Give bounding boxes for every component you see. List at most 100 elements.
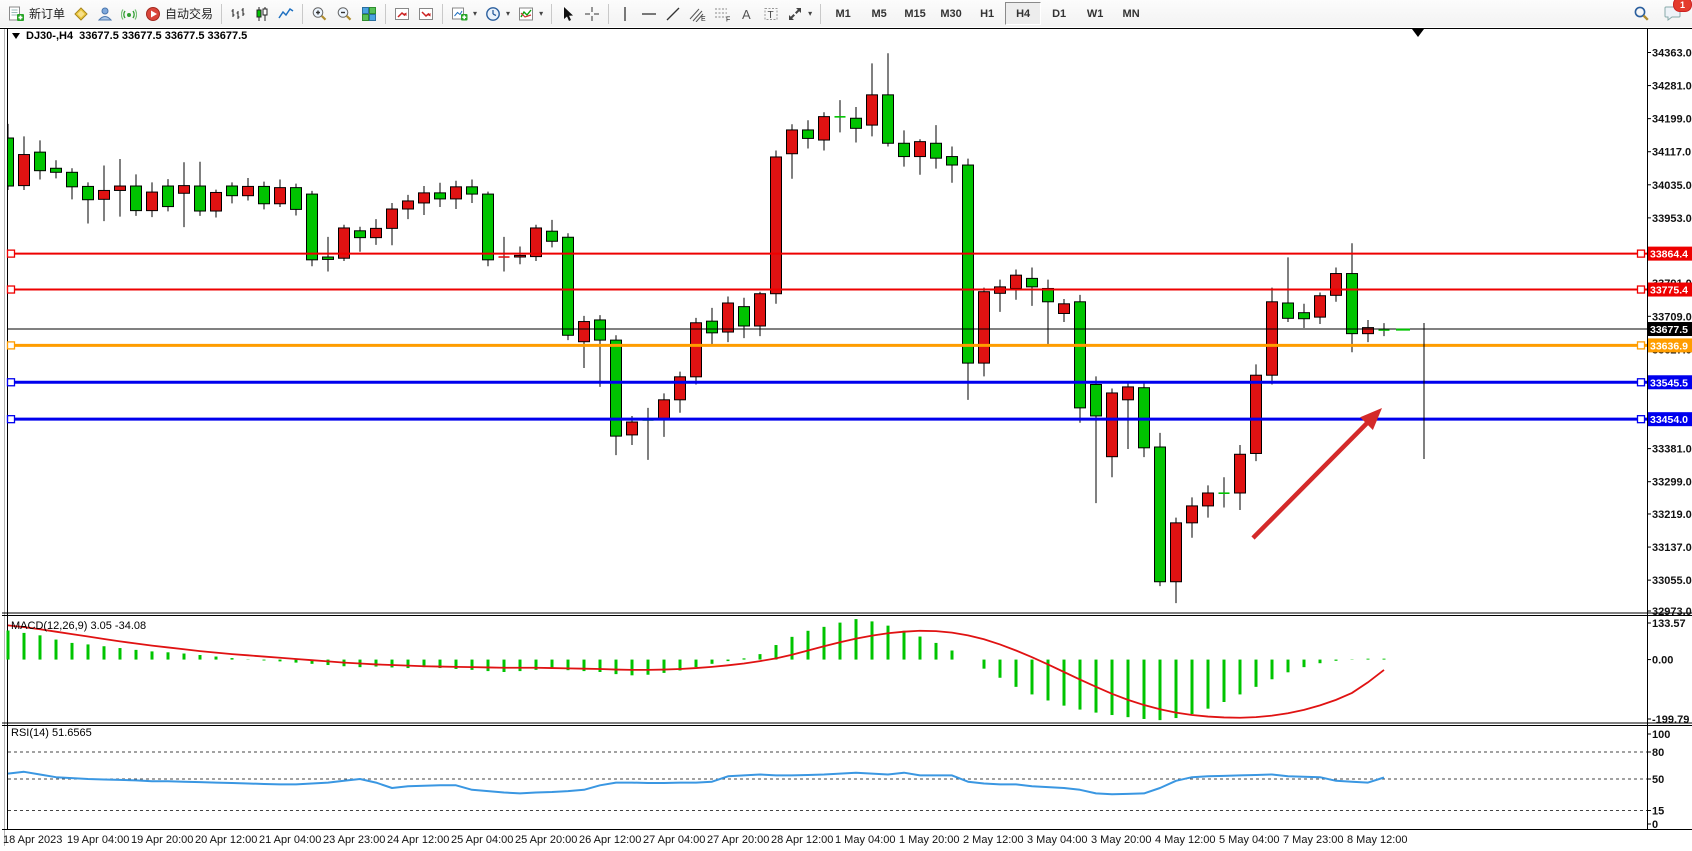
price-tag: 33454.0 <box>1648 412 1692 427</box>
arrange-down-icon <box>419 7 434 20</box>
cursor-icon <box>564 6 574 21</box>
chart-dropdown-icon[interactable] <box>12 33 20 39</box>
horizontal-line-object[interactable] <box>6 415 1648 424</box>
svg-text:33299.0: 33299.0 <box>1652 477 1692 489</box>
text-label-button[interactable]: T <box>759 2 783 25</box>
text-label-icon: T <box>764 7 778 21</box>
svg-text:1 May 20:00: 1 May 20:00 <box>899 834 960 846</box>
svg-text:28 Apr 12:00: 28 Apr 12:00 <box>771 834 833 846</box>
clock-icon <box>486 6 500 21</box>
candle-chart-button[interactable] <box>250 2 274 25</box>
svg-text:34199.0: 34199.0 <box>1652 114 1692 126</box>
new-order-button[interactable]: 新订单 <box>4 2 69 25</box>
rsi-label: RSI(14) 51.6565 <box>11 727 92 739</box>
vertical-line-button[interactable] <box>613 2 637 25</box>
chart-shift-marker[interactable] <box>1412 29 1424 37</box>
line-handle <box>1636 249 1646 258</box>
svg-text:34363.0: 34363.0 <box>1652 47 1692 59</box>
trend-arrow-object[interactable] <box>1251 408 1382 540</box>
zoom-out-button[interactable] <box>332 2 357 25</box>
bar-chart-icon <box>231 7 245 19</box>
profile-button[interactable] <box>93 2 117 25</box>
svg-text:26 Apr 12:00: 26 Apr 12:00 <box>579 834 641 846</box>
timeframe-button-MN[interactable]: MN <box>1122 7 1140 20</box>
profile-icon <box>97 7 113 20</box>
chart-ohlc: 33677.5 33677.5 33677.5 33677.5 <box>79 30 248 42</box>
svg-text:100: 100 <box>1652 729 1670 741</box>
bar-chart-button[interactable] <box>226 2 250 25</box>
equidistant-channel-button[interactable]: E <box>685 2 710 25</box>
horizontal-line-button[interactable] <box>637 2 661 25</box>
svg-text:33055.0: 33055.0 <box>1652 575 1692 587</box>
horizontal-line-object[interactable] <box>6 341 1648 350</box>
horizontal-line-object[interactable] <box>6 285 1648 294</box>
svg-text:2 May 12:00: 2 May 12:00 <box>963 834 1024 846</box>
text-icon: A <box>742 7 751 22</box>
candle-chart-icon <box>256 6 268 21</box>
crosshair-button[interactable] <box>580 2 604 25</box>
svg-text:27 Apr 20:00: 27 Apr 20:00 <box>707 834 769 846</box>
svg-text:15: 15 <box>1652 806 1664 818</box>
line-handle <box>1636 341 1646 350</box>
text-button[interactable]: A <box>735 2 759 25</box>
svg-text:5 May 04:00: 5 May 04:00 <box>1219 834 1280 846</box>
chart-symbol: DJ30-,H4 <box>26 30 74 42</box>
timeframe-button-M1[interactable]: M1 <box>835 7 851 20</box>
zoom-in-button[interactable] <box>307 2 332 25</box>
timeframe-button-M15[interactable]: M15 <box>904 7 926 20</box>
price-axis: 33791.033627.034363.034281.034199.034117… <box>1647 47 1692 831</box>
line-handle <box>1636 285 1646 294</box>
horizontal-line-object[interactable] <box>6 249 1648 258</box>
gold-button[interactable] <box>69 2 93 25</box>
line-chart-button[interactable] <box>274 2 298 25</box>
macd-signal-line <box>7 624 1385 719</box>
timeframe-button-H1[interactable]: H1 <box>980 7 995 20</box>
svg-text:-199.79: -199.79 <box>1652 714 1689 726</box>
rsi-panel <box>7 751 1647 811</box>
tile-windows-icon <box>362 6 377 21</box>
timeframe-button-H4[interactable]: H4 <box>1005 2 1042 25</box>
vertical-line-icon <box>624 6 626 21</box>
separator <box>385 3 387 24</box>
chevron-down-icon: ▾ <box>539 9 544 18</box>
signal-icon <box>121 8 138 20</box>
new-chart-button[interactable]: ▾ <box>447 2 481 25</box>
svg-text:33864.4: 33864.4 <box>1650 249 1688 261</box>
auto-trading-label: 自动交易 <box>165 7 214 21</box>
cursor-button[interactable] <box>556 2 580 25</box>
separator <box>221 3 223 24</box>
indicators-button[interactable]: ▾ <box>514 2 547 25</box>
arrange-up-button[interactable] <box>390 2 414 25</box>
trendline-button[interactable] <box>661 2 685 25</box>
svg-text:33677.5: 33677.5 <box>1650 324 1688 336</box>
trendline-icon <box>666 7 680 20</box>
fibonacci-button[interactable]: F <box>710 2 735 25</box>
svg-text:34117.0: 34117.0 <box>1652 147 1691 159</box>
line-handle <box>6 415 16 424</box>
search-button[interactable] <box>1629 2 1654 25</box>
arrange-down-button[interactable] <box>414 2 438 25</box>
timeframe-button-M30[interactable]: M30 <box>940 7 962 20</box>
svg-text:A: A <box>742 7 751 22</box>
price-tag: 33677.5 <box>1648 322 1692 337</box>
zoom-in-icon <box>312 6 327 20</box>
svg-text:27 Apr 04:00: 27 Apr 04:00 <box>643 834 705 846</box>
timeframe-button-M5[interactable]: M5 <box>871 7 887 20</box>
auto-trading-button[interactable]: 自动交易 <box>141 2 217 25</box>
svg-text:33775.4: 33775.4 <box>1650 285 1688 297</box>
timeframe-button-D1[interactable]: D1 <box>1052 7 1067 20</box>
horizontal-line-object[interactable] <box>6 378 1648 387</box>
period-button[interactable]: ▾ <box>481 2 514 25</box>
chevron-down-icon: ▾ <box>473 9 478 18</box>
arrow-objects-button[interactable]: ▾ <box>783 2 816 25</box>
candles-layer <box>8 53 1390 604</box>
line-handle <box>6 285 16 294</box>
tile-windows-button[interactable] <box>357 2 381 25</box>
svg-text:23 Apr 23:00: 23 Apr 23:00 <box>323 834 385 846</box>
timeframe-button-W1[interactable]: W1 <box>1086 7 1104 20</box>
signal-button[interactable] <box>117 2 141 25</box>
svg-text:133.57: 133.57 <box>1652 618 1686 630</box>
separator <box>608 3 610 24</box>
new-order-icon <box>9 6 24 21</box>
